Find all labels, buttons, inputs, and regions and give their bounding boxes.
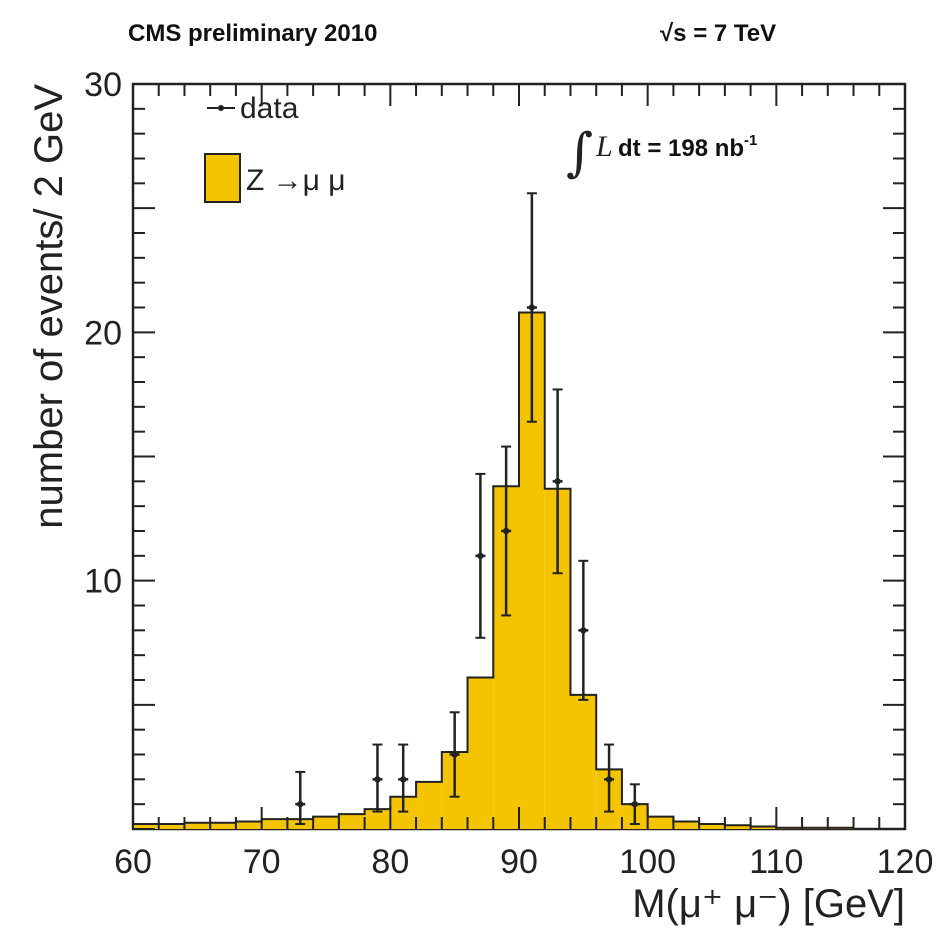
lumi-exponent: -1: [744, 132, 757, 149]
x-tick-label: 70: [243, 843, 281, 881]
data-point: [629, 783, 640, 826]
sqrt-s: √s: [660, 20, 687, 47]
histogram-bin: [313, 816, 339, 829]
data-marker: [451, 751, 458, 758]
lumi-value: dt = 198 nb-1: [618, 132, 757, 162]
histogram-bin: [235, 821, 262, 829]
y-tick-label: 10: [84, 563, 122, 601]
histogram-bin: [647, 816, 674, 829]
energy-label: √s = 7 TeV: [660, 20, 776, 47]
data-point: [372, 743, 383, 813]
data-marker: [631, 800, 638, 808]
y-tick-label: 30: [84, 66, 122, 104]
data-marker: [528, 304, 536, 311]
x-tick-label: 60: [114, 843, 152, 881]
x-axis-title: M(μ⁺ μ⁻) [GeV]: [632, 882, 905, 926]
histogram-bin: [467, 677, 494, 829]
histogram-bin: [261, 819, 288, 829]
data-marker: [605, 776, 613, 783]
energy-value: = 7 TeV: [687, 20, 777, 47]
legend-data-label: data: [240, 92, 299, 125]
legend: data Z →μ μ: [204, 92, 346, 203]
integral-sign: ∫: [566, 123, 593, 183]
data-point: [295, 770, 306, 826]
histogram-bin: [570, 694, 597, 829]
x-tick-label: 80: [371, 843, 409, 881]
histogram-bin: [158, 824, 185, 829]
histogram-bin: [133, 824, 159, 829]
histogram-bin: [673, 821, 700, 829]
legend-data-marker: [207, 105, 235, 111]
data-point: [501, 445, 512, 617]
data-point: [475, 472, 486, 639]
data-marker: [580, 627, 587, 634]
data-point: [449, 711, 460, 798]
data-point: [578, 559, 589, 701]
data-marker: [477, 552, 484, 560]
x-tick-label: 100: [619, 843, 676, 881]
experiment-label: CMS preliminary 2010: [128, 20, 377, 47]
histogram-bin: [364, 809, 391, 829]
lumi-symbol: L: [595, 130, 613, 163]
axis-ticks: [132, 83, 906, 830]
histogram-bin: [750, 826, 777, 829]
tick-labels: 60 70 80 90 100 110 120 10 20 30: [84, 66, 933, 881]
legend-mc-swatch: [204, 153, 241, 203]
histogram-bin: [416, 781, 442, 829]
histogram-bin: [338, 814, 365, 829]
data-marker: [297, 800, 304, 808]
mc-histogram: [132, 311, 905, 830]
legend-mc-label: Z →μ μ: [246, 164, 346, 197]
data-marker: [502, 527, 510, 535]
data-point: [552, 388, 563, 575]
data-points: [295, 192, 640, 826]
data-point: [398, 743, 409, 813]
histogram-bin: [724, 825, 751, 829]
x-tick-label: 110: [749, 843, 803, 881]
data-marker: [400, 776, 407, 783]
x-tick-label: 120: [877, 843, 934, 881]
data-marker: [374, 776, 381, 783]
data-point: [604, 743, 615, 813]
y-axis-title: number of events/ 2 GeV: [27, 84, 71, 529]
data-marker: [554, 478, 561, 485]
data-point: [526, 192, 537, 423]
histogram-bin: [184, 822, 211, 829]
y-tick-label: 20: [84, 314, 122, 352]
luminosity-label: ∫ L dt = 198 nb-1: [566, 123, 757, 183]
histogram-bin: [210, 822, 236, 829]
histogram-bin: [699, 824, 725, 829]
x-tick-label: 90: [500, 843, 538, 881]
